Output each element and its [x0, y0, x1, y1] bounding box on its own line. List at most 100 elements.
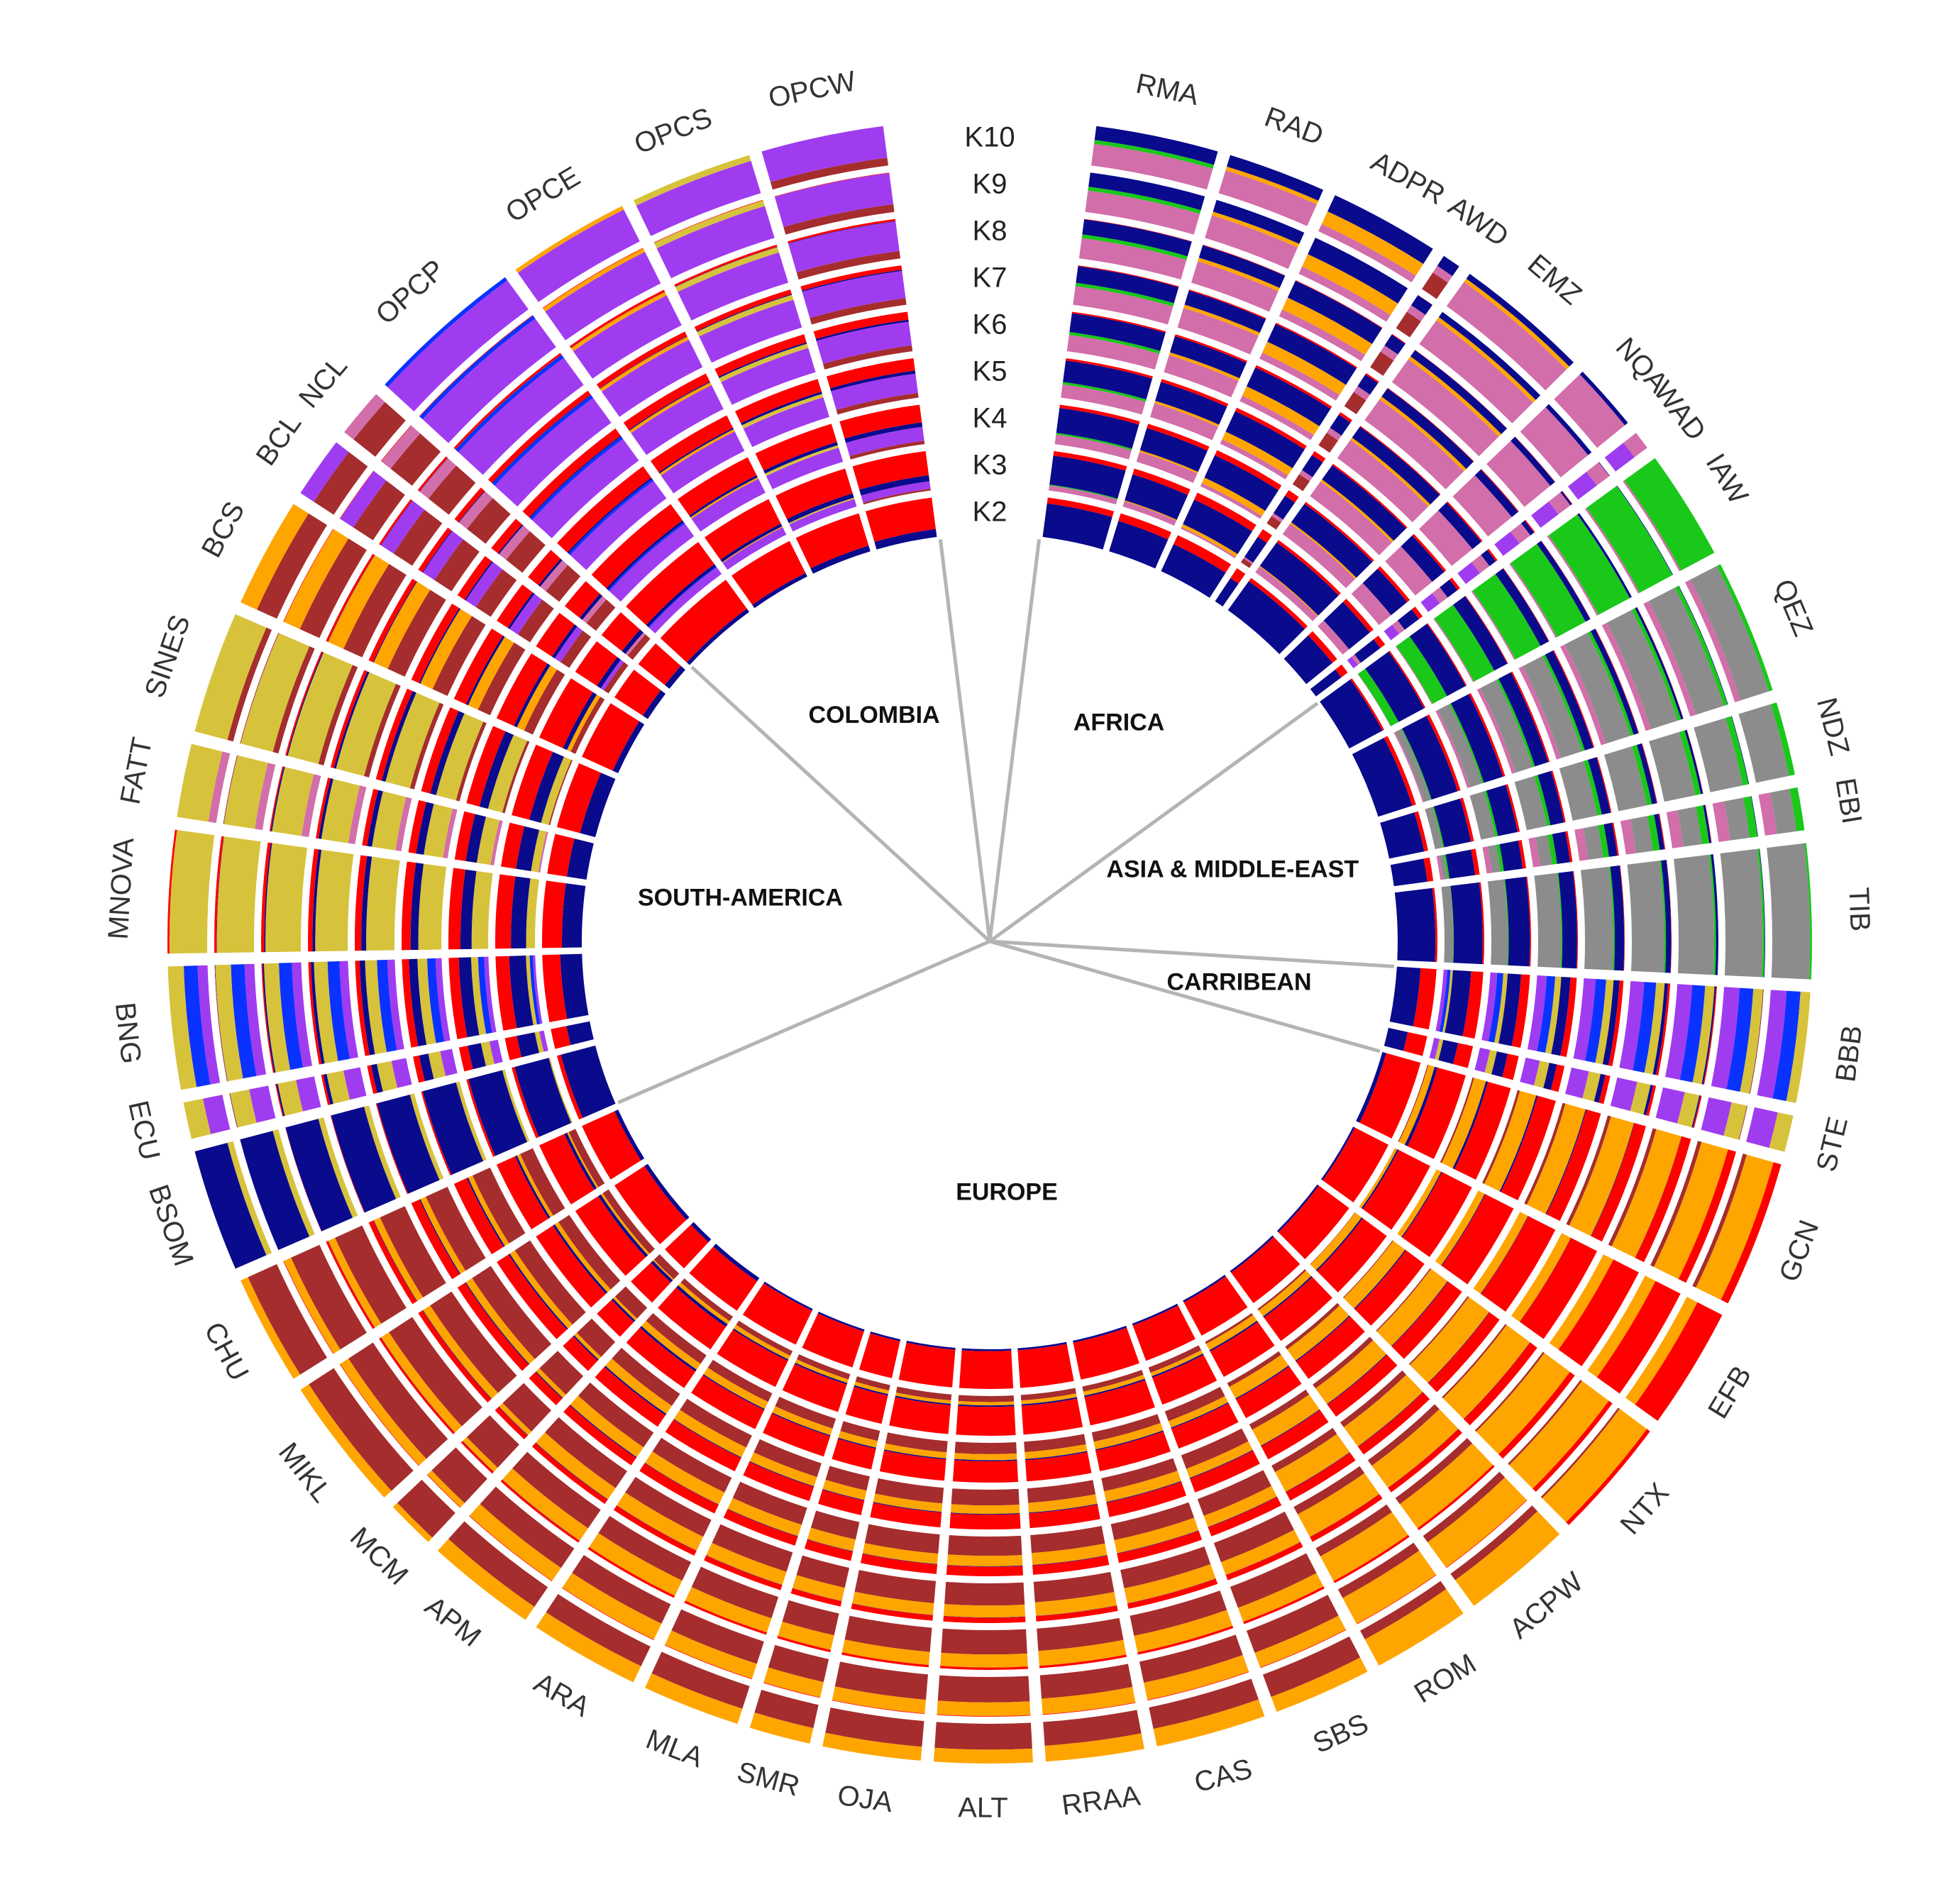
segment-ecu-k9-purple — [249, 1085, 276, 1123]
segment-adpr-k3-pink — [1181, 526, 1236, 559]
segment-acpw-k10-brown — [1450, 1505, 1538, 1581]
segment-wad-k8-navy — [1560, 491, 1572, 506]
segment-nqa-k2-red — [1308, 631, 1337, 663]
segment-opcs-k8-khaki — [675, 247, 779, 292]
segment-bsom-k3-red — [512, 1066, 539, 1139]
segment-smr-k7-brown — [796, 1555, 850, 1588]
segment-mnova-k10-khaki — [169, 830, 215, 954]
segment-gcn-k2-red — [1359, 1053, 1421, 1139]
segment-ebi-k5-green — [1547, 834, 1557, 865]
segment-alt-k7-brown — [944, 1581, 1025, 1606]
segment-ebi-k8-gray — [1677, 807, 1702, 847]
segment-qez-k10-gray — [1690, 565, 1769, 701]
segment-fatt-k6-khaki — [372, 791, 407, 851]
segment-efb-k2-navy — [1321, 1127, 1355, 1181]
segment-alt-k6-orange — [946, 1554, 1023, 1566]
segment-opcs-k10-purple — [636, 160, 761, 236]
segment-ntx-k9-orange — [1509, 1380, 1609, 1489]
segment-sines-k8-red — [285, 651, 323, 756]
segment-opcw-k10-purple — [761, 126, 888, 182]
segment-adpr-k10-pink — [1318, 223, 1416, 282]
segment-ste-k10-purple — [1746, 1107, 1778, 1149]
segment-ncl-k7-navy — [458, 490, 485, 523]
segment-bbb-k6-purple — [1573, 978, 1596, 1061]
segment-sines-k10-brown — [227, 627, 272, 742]
segment-alt-k9-red — [937, 1714, 1031, 1717]
segment-bng-k5-khaki — [417, 958, 436, 1045]
pop-label-ndz: NDZ — [1811, 694, 1855, 759]
segment-ncl-k6-red — [491, 519, 522, 554]
segment-mnova-k5-khaki — [418, 863, 447, 950]
segment-tib-k5-red — [1572, 870, 1578, 969]
segment-rma-k3-navy — [1049, 455, 1126, 499]
segment-opcp-k7-red — [487, 390, 591, 483]
segment-awd-k10-brown — [1422, 272, 1448, 299]
segment-ntx-k2-navy — [1276, 1184, 1319, 1233]
segment-opcs-k7-red — [694, 289, 792, 331]
segment-opcs-k4-red — [755, 424, 837, 471]
segment-fatt-k5-red — [408, 799, 426, 854]
segment-gcn-k4-orange — [1441, 1078, 1486, 1168]
segment-opcp-k2-navy — [686, 608, 750, 665]
segment-ara-k5-brown — [680, 1398, 752, 1448]
segment-ecu-k5-red — [413, 1055, 425, 1083]
segment-apm-k2-navy — [713, 1244, 760, 1282]
segment-sines-k6-brown — [409, 702, 444, 790]
segment-wad-k3-pink — [1351, 654, 1362, 665]
segment-iaw-k7-navy — [1537, 541, 1591, 622]
segment-ncl-k9-pink — [381, 425, 421, 469]
segment-acpw-k8-brown — [1395, 1438, 1473, 1505]
segment-efb-k3-navy — [1361, 1149, 1399, 1210]
segment-gcn-k5-brown — [1482, 1090, 1520, 1184]
segment-rad-k8-orange — [1198, 258, 1280, 292]
segment-opcw-k2-red — [865, 497, 936, 542]
segment-ste-k5-khaki — [1534, 1061, 1550, 1088]
segment-bng-k7-khaki — [314, 961, 338, 1064]
segment-rom-k5-red — [1261, 1410, 1329, 1460]
segment-cas-k2-navy — [1072, 1325, 1127, 1343]
segment-emz-k9-navy — [1438, 311, 1541, 400]
segment-opcw-k7-brown — [810, 298, 907, 325]
segment-ste-k6-purple — [1565, 1067, 1589, 1099]
segment-bbb-k8-purple — [1665, 984, 1693, 1080]
segment-awd-k2-navy — [1215, 577, 1239, 607]
segment-iaw-k8-navy — [1577, 513, 1632, 599]
segment-apm-k6-red — [563, 1405, 636, 1466]
segment-smr-k4-navy — [838, 1437, 876, 1449]
segment-ara-k2-red — [742, 1283, 812, 1345]
segment-tib-k7-gray — [1627, 860, 1664, 973]
segment-efb-k9-red — [1596, 1280, 1681, 1394]
segment-ecu-k5-navy — [419, 1053, 434, 1082]
segment-mnova-k9-khaki — [216, 836, 261, 953]
segment-opcw-k6-purple — [816, 321, 912, 364]
segment-oja-k5-navy — [873, 1502, 942, 1513]
segment-awd-k9-navy — [1410, 294, 1432, 315]
segment-bcl-k9-purple — [340, 471, 387, 528]
segment-ecu-k7-purple — [343, 1067, 367, 1100]
segment-fatt-k4-navy — [465, 814, 486, 863]
segment-ste-k5-navy — [1543, 1063, 1557, 1090]
segment-mcm-k4-orange — [613, 1296, 637, 1321]
segment-ste-k7-navy — [1643, 1085, 1654, 1116]
segment-smr-k5-navy — [822, 1489, 865, 1501]
segment-rad-k10-orange — [1225, 166, 1319, 205]
segment-ncl-k9-brown — [390, 433, 441, 486]
segment-bcl-k6-brown — [475, 569, 517, 617]
pop-label-adpr: ADPR — [1366, 145, 1450, 211]
segment-ste-k2-navy — [1384, 1027, 1408, 1051]
segment-rma-k6-green — [1068, 332, 1161, 354]
segment-emz-k4-orange — [1290, 522, 1357, 580]
segment-bcs-k9-brown — [299, 538, 367, 638]
segment-sbs-k4-orange — [1168, 1396, 1229, 1428]
segment-nqa-k5-red — [1412, 533, 1447, 572]
segment-rma-k5-navy — [1063, 360, 1153, 400]
segment-rad-k5-pink — [1150, 403, 1218, 441]
segment-opce-k5-orange — [659, 429, 735, 476]
k-labels: K2 K3 K4 K5 K6 K7 K8 K9 K10 — [964, 122, 1015, 528]
segment-alt-k4-navy — [954, 1459, 1017, 1462]
segment-ara-k8-brown — [598, 1515, 692, 1581]
segment-ebi-k4-navy — [1499, 840, 1523, 872]
segment-opcw-k5-brown — [836, 392, 919, 415]
segment-qez-k7-gray — [1564, 632, 1630, 744]
